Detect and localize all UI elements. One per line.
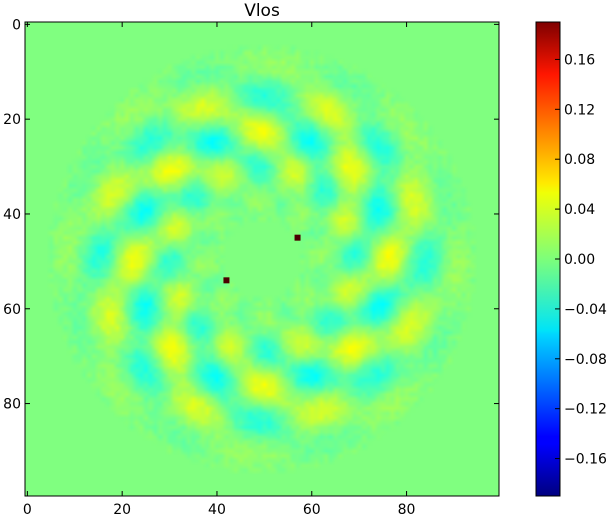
plot-frame <box>24 21 500 497</box>
y-axis: 0 20 40 60 80 <box>3 17 499 413</box>
colorbar-axis: −0.16 −0.12 −0.08 −0.04 0.00 0.04 0.08 0.12 0.16 <box>555 52 607 468</box>
colorbar-tick-label: −0.08 <box>564 352 607 368</box>
y-tick-label: 0 <box>12 17 21 33</box>
colorbar-tick-label: 0.12 <box>564 102 595 118</box>
y-tick-label: 20 <box>3 112 21 128</box>
x-tick-label: 20 <box>113 502 131 518</box>
y-tick-label: 40 <box>3 207 21 223</box>
feature-point-0 <box>294 234 301 241</box>
colorbar-tick-label: 0.04 <box>564 202 595 218</box>
y-tick-label: 60 <box>3 302 21 318</box>
x-tick-label: 40 <box>208 502 226 518</box>
colorbar-tick-label: −0.12 <box>564 402 607 418</box>
colorbar-tick-label: −0.16 <box>564 452 607 468</box>
x-tick-label: 60 <box>303 502 321 518</box>
y-tick-label: 80 <box>3 397 21 413</box>
colorbar-tick-label: 0.16 <box>564 52 595 68</box>
colorbar-tick-label: 0.08 <box>564 152 595 168</box>
heatmap-image <box>25 22 499 496</box>
x-tick-label: 80 <box>398 502 416 518</box>
heatmap-features <box>223 234 301 284</box>
heatmap-plot <box>25 22 499 496</box>
x-axis: 0 20 40 60 80 <box>23 22 416 518</box>
feature-point-1 <box>223 277 230 284</box>
x-tick-label: 0 <box>23 502 32 518</box>
chart-title: Vlos <box>244 1 280 21</box>
colorbar-tick-label: 0.00 <box>564 252 595 268</box>
colorbar-tick-label: −0.04 <box>564 302 607 318</box>
